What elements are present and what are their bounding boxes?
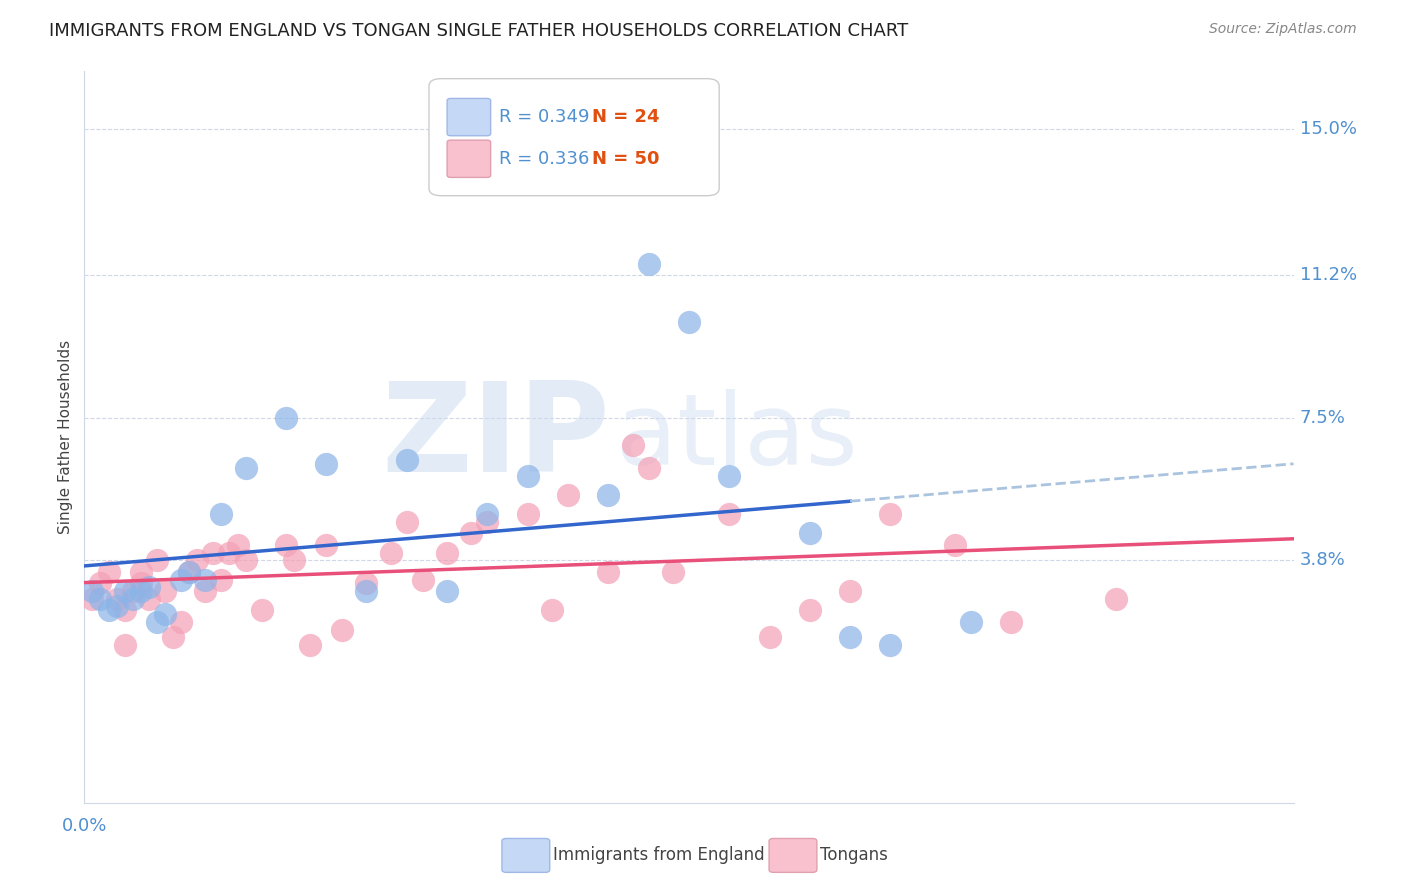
Point xyxy=(82,591,104,606)
Point xyxy=(89,576,111,591)
Point xyxy=(209,573,232,587)
Point xyxy=(138,591,160,606)
Text: Immigrants from England: Immigrants from England xyxy=(553,847,765,864)
Point xyxy=(637,461,659,475)
Point xyxy=(799,526,821,541)
Text: 3.8%: 3.8% xyxy=(1299,551,1346,569)
Text: Source: ZipAtlas.com: Source: ZipAtlas.com xyxy=(1209,22,1357,37)
Point xyxy=(436,545,458,559)
Text: IMMIGRANTS FROM ENGLAND VS TONGAN SINGLE FATHER HOUSEHOLDS CORRELATION CHART: IMMIGRANTS FROM ENGLAND VS TONGAN SINGLE… xyxy=(49,22,908,40)
FancyBboxPatch shape xyxy=(429,78,720,195)
Point xyxy=(235,461,257,475)
Point xyxy=(315,538,337,552)
Point xyxy=(105,591,128,606)
Point xyxy=(138,580,160,594)
Point xyxy=(114,603,136,617)
Point xyxy=(356,584,378,599)
Y-axis label: Single Father Households: Single Father Households xyxy=(58,340,73,534)
Point xyxy=(960,615,983,629)
Point xyxy=(274,410,297,425)
Point xyxy=(1105,591,1128,606)
Point xyxy=(194,573,217,587)
Point xyxy=(153,607,176,622)
Point xyxy=(557,488,579,502)
Point xyxy=(662,565,685,579)
Point xyxy=(477,507,499,521)
Point xyxy=(879,638,901,652)
Point xyxy=(209,507,232,521)
Point xyxy=(516,507,538,521)
Point xyxy=(460,526,482,541)
Text: Tongans: Tongans xyxy=(820,847,887,864)
Point xyxy=(129,565,152,579)
Point xyxy=(194,584,217,599)
Text: atlas: atlas xyxy=(616,389,858,485)
Point xyxy=(89,591,111,606)
Text: 0.0%: 0.0% xyxy=(62,817,107,836)
Point xyxy=(129,576,152,591)
Point xyxy=(186,553,208,567)
Text: ZIP: ZIP xyxy=(381,376,610,498)
Point xyxy=(283,553,305,567)
Point xyxy=(621,438,644,452)
Point xyxy=(315,457,337,471)
Point xyxy=(114,584,136,599)
Point xyxy=(202,545,225,559)
Point xyxy=(97,565,120,579)
Point xyxy=(541,603,564,617)
Point xyxy=(82,584,104,599)
Point xyxy=(718,507,741,521)
Point xyxy=(105,599,128,614)
Point xyxy=(330,623,353,637)
Point xyxy=(299,638,322,652)
Point xyxy=(799,603,821,617)
Point xyxy=(162,630,184,644)
Point xyxy=(146,615,169,629)
Point xyxy=(1000,615,1022,629)
Point xyxy=(218,545,240,559)
Point xyxy=(179,565,201,579)
Point xyxy=(170,615,193,629)
Text: 11.2%: 11.2% xyxy=(1299,267,1357,285)
Point xyxy=(758,630,780,644)
Point xyxy=(943,538,966,552)
Point xyxy=(637,257,659,271)
Point xyxy=(436,584,458,599)
Point xyxy=(598,565,620,579)
Point xyxy=(235,553,257,567)
Text: 15.0%: 15.0% xyxy=(1299,120,1357,138)
Text: 7.5%: 7.5% xyxy=(1299,409,1346,427)
Point xyxy=(226,538,249,552)
Point xyxy=(477,515,499,529)
Point xyxy=(153,584,176,599)
Point xyxy=(97,603,120,617)
Point xyxy=(250,603,273,617)
Point xyxy=(121,591,143,606)
Point xyxy=(718,468,741,483)
Point xyxy=(839,630,862,644)
Point xyxy=(179,565,201,579)
Point xyxy=(678,315,700,329)
Point xyxy=(274,538,297,552)
Point xyxy=(146,553,169,567)
FancyBboxPatch shape xyxy=(447,98,491,136)
Point xyxy=(879,507,901,521)
Point xyxy=(129,584,152,599)
Point xyxy=(412,573,434,587)
Text: R = 0.349: R = 0.349 xyxy=(499,108,589,126)
Point xyxy=(380,545,402,559)
Point xyxy=(114,638,136,652)
Text: R = 0.336: R = 0.336 xyxy=(499,150,589,168)
Point xyxy=(516,468,538,483)
Point xyxy=(170,573,193,587)
Point xyxy=(839,584,862,599)
Point xyxy=(121,584,143,599)
Point xyxy=(395,453,418,467)
Point xyxy=(356,576,378,591)
FancyBboxPatch shape xyxy=(447,140,491,178)
Text: N = 50: N = 50 xyxy=(592,150,659,168)
Point xyxy=(598,488,620,502)
Point xyxy=(395,515,418,529)
Text: N = 24: N = 24 xyxy=(592,108,659,126)
